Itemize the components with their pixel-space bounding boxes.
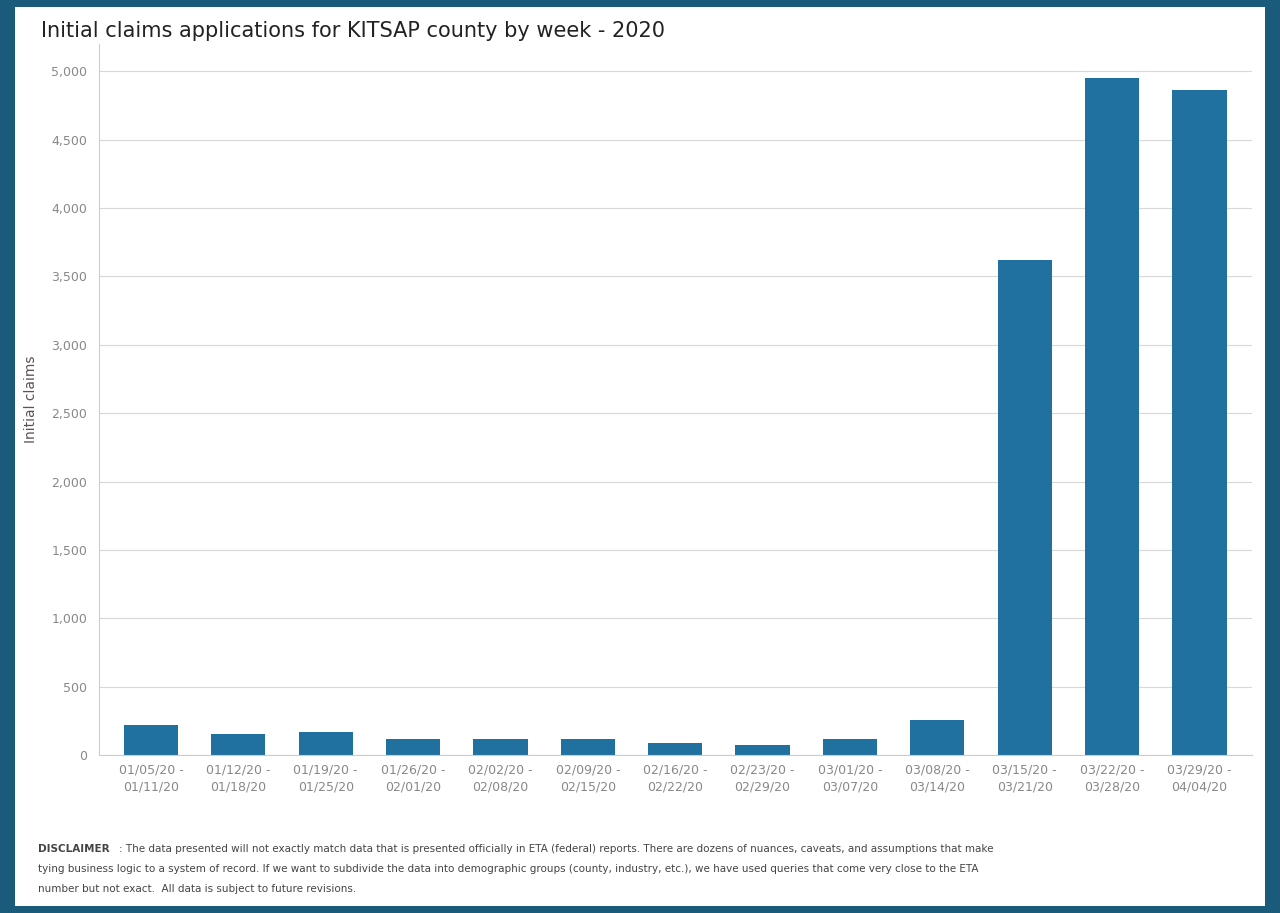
Text: Initial claims applications for KITSAP county by week - 2020: Initial claims applications for KITSAP c… — [41, 21, 666, 41]
Bar — [1172, 90, 1226, 755]
Bar — [124, 725, 178, 755]
Bar — [1085, 78, 1139, 755]
Text: tying business logic to a system of record. If we want to subdivide the data int: tying business logic to a system of reco… — [38, 864, 979, 874]
Text: Initial claims: Initial claims — [24, 356, 37, 443]
Bar — [298, 732, 353, 755]
Bar — [997, 260, 1052, 755]
Text: DISCLAIMER: DISCLAIMER — [38, 844, 110, 854]
Bar — [648, 743, 703, 755]
Bar — [736, 746, 790, 755]
Bar — [211, 734, 265, 755]
Text: : The data presented will not exactly match data that is presented officially in: : The data presented will not exactly ma… — [119, 844, 993, 854]
Bar — [823, 739, 877, 755]
Bar — [561, 740, 614, 755]
Bar — [910, 720, 964, 755]
Bar — [474, 740, 527, 755]
Text: number but not exact.  All data is subject to future revisions.: number but not exact. All data is subjec… — [38, 884, 357, 894]
Bar — [387, 739, 440, 755]
